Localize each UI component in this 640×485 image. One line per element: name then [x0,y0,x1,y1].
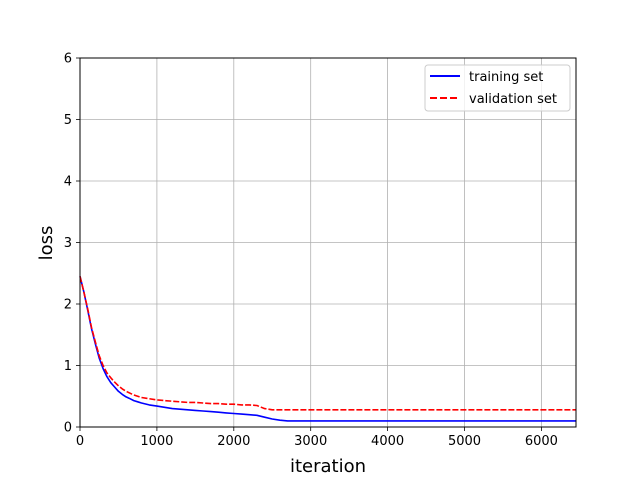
y-axis-title: loss [36,226,57,261]
y-tick-label: 2 [64,298,72,313]
grid [79,57,576,428]
legend: training set validation set [424,64,571,112]
series-lines [79,276,576,422]
x-tick-label: 0 [76,434,84,449]
x-tick-label: 5000 [448,434,481,449]
y-tick-label: 5 [64,113,72,128]
series-line-training-set [79,276,576,422]
axis-ticks: 0 1000 2000 3000 4000 5000 6000 0 1 2 3 4 5 6 [64,52,558,450]
y-tick-label: 0 [64,421,72,436]
x-tick-label: 3000 [294,434,327,449]
x-tick-label: 6000 [525,434,558,449]
series-line-validation-set [79,276,576,411]
legend-label-training-set: training set [469,70,543,85]
legend-label-validation-set: validation set [469,92,557,107]
x-tick-label: 2000 [217,434,250,449]
legend-box [424,64,571,112]
y-tick-label: 3 [64,236,72,251]
y-tick-label: 1 [64,359,72,374]
y-tick-label: 4 [64,175,72,190]
x-axis-title: iteration [290,456,366,477]
x-tick-label: 1000 [140,434,173,449]
y-tick-label: 6 [64,52,72,67]
x-tick-label: 4000 [371,434,404,449]
